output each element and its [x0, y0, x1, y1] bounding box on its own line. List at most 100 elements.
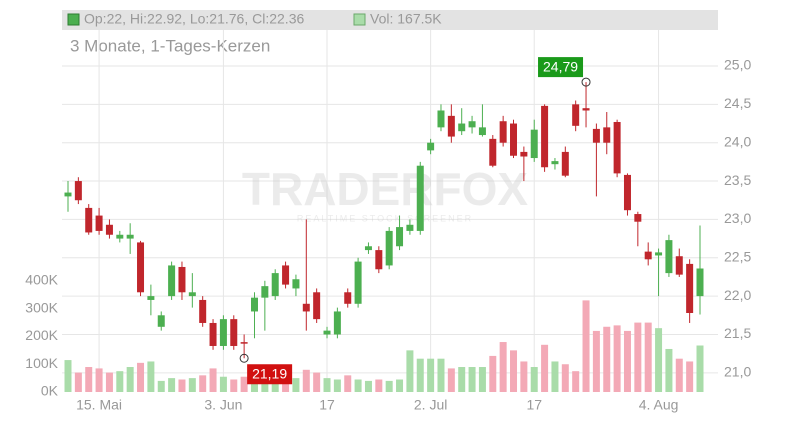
y2-tick-label: 300K: [25, 299, 58, 315]
volume-bar: [323, 378, 331, 392]
volume-bar: [199, 375, 207, 392]
candle-body: [592, 128, 600, 143]
candle-body: [406, 224, 414, 231]
candle-body: [675, 256, 683, 275]
volume-bar: [178, 379, 186, 392]
candle-body: [582, 108, 590, 111]
candle-body: [302, 303, 310, 312]
volume-bar: [292, 378, 300, 392]
volume-bar: [686, 361, 694, 392]
legend-swatch: [67, 13, 80, 26]
candle-body: [188, 292, 196, 297]
candle-body: [105, 224, 113, 235]
volume-bar: [551, 361, 559, 392]
annotation-box: [538, 57, 584, 78]
volume-bar: [375, 379, 383, 392]
volume-bar: [634, 322, 642, 392]
candle-body: [510, 123, 518, 156]
volume-bar: [85, 367, 93, 392]
candle-body: [499, 121, 507, 143]
candle-body: [199, 299, 207, 323]
volume-bar: [603, 326, 611, 392]
y-tick-label: 22,0: [724, 287, 751, 303]
annotation-label: 24,79: [543, 58, 578, 74]
volume-bar: [665, 348, 673, 392]
candle-body: [437, 110, 445, 128]
candle-body: [623, 174, 631, 211]
annotation-marker: [239, 353, 249, 363]
candle-body: [551, 161, 559, 165]
volume-bar: [592, 330, 600, 392]
volume-bar: [416, 358, 424, 392]
candle-body: [603, 127, 611, 143]
candle-body: [427, 142, 435, 151]
volume-bar: [74, 372, 82, 392]
y-tick-label: 24,5: [724, 95, 751, 111]
volume-bar: [396, 379, 404, 392]
candle-body: [416, 165, 424, 231]
y-tick-label: 22,5: [724, 248, 751, 264]
legend-swatch: [353, 13, 366, 26]
candle-body: [561, 151, 569, 176]
candle-body: [468, 121, 476, 128]
x-tick-label: 17: [319, 397, 335, 413]
candle-body: [95, 215, 103, 231]
y-tick-label: 25,0: [724, 57, 751, 73]
volume-bar: [572, 371, 580, 392]
volume-bar: [499, 342, 507, 392]
volume-bar: [105, 372, 113, 392]
candle-body: [74, 181, 82, 201]
volume-bar: [313, 372, 321, 392]
volume-bar: [406, 350, 414, 392]
volume-bar: [126, 367, 134, 392]
candle-body: [292, 279, 300, 289]
volume-bar: [437, 358, 445, 392]
volume-bar: [137, 362, 145, 392]
candle-body: [219, 319, 227, 346]
annotation-box: [247, 364, 293, 385]
candle-body: [572, 104, 580, 126]
candle-body: [271, 273, 279, 297]
volume-bar: [188, 378, 196, 392]
y2-tick-label: 0K: [41, 383, 59, 399]
y2-tick-label: 200K: [25, 327, 58, 343]
legend-bar: [62, 10, 718, 30]
y-tick-label: 23,0: [724, 210, 751, 226]
candle-body: [665, 240, 673, 274]
candle-body: [686, 263, 694, 313]
volume-bar: [116, 371, 124, 392]
x-tick-label: 15. Mai: [76, 397, 122, 413]
candle-body: [178, 266, 186, 293]
legend-text: Op:22, Hi:22.92, Lo:21.76, Cl:22.36: [84, 11, 304, 27]
candle-body: [458, 123, 466, 132]
candle-body: [396, 227, 404, 247]
y-tick-label: 23,5: [724, 172, 751, 188]
candle-body: [354, 261, 362, 304]
candle-body: [85, 207, 93, 233]
annotation-label: 21,19: [252, 365, 287, 381]
candle-body: [282, 265, 290, 285]
candle-body: [541, 105, 549, 168]
y-tick-label: 21,5: [724, 325, 751, 341]
volume-bar: [623, 330, 631, 392]
volume-bar: [696, 345, 704, 392]
volume-bar: [147, 361, 155, 392]
candle-body: [530, 129, 538, 159]
y-tick-label: 21,0: [724, 364, 751, 380]
candle-body: [634, 214, 642, 222]
candle-body: [323, 330, 331, 335]
candle-body: [375, 250, 383, 270]
volume-bar: [282, 376, 290, 392]
y-tick-label: 24,0: [724, 133, 751, 149]
candle-body: [230, 319, 238, 346]
volume-bar: [364, 380, 372, 392]
candle-body: [613, 121, 621, 174]
volume-bar: [458, 367, 466, 392]
volume-bar: [240, 376, 248, 392]
volume-legend: Vol: 167.5K: [370, 11, 442, 27]
volume-bar: [468, 367, 476, 392]
candle-body: [313, 292, 321, 320]
x-tick-label: 2. Jul: [414, 397, 447, 413]
candle-body: [209, 322, 217, 346]
